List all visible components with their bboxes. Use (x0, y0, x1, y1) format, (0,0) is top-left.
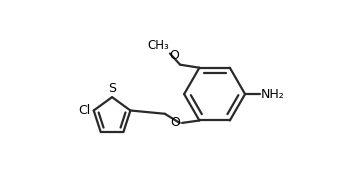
Text: Cl: Cl (78, 104, 90, 117)
Text: O: O (171, 116, 181, 129)
Text: O: O (169, 49, 179, 62)
Text: CH₃: CH₃ (147, 39, 169, 52)
Text: methoxy: methoxy (179, 56, 185, 58)
Text: NH₂: NH₂ (261, 88, 284, 101)
Text: S: S (108, 82, 116, 95)
